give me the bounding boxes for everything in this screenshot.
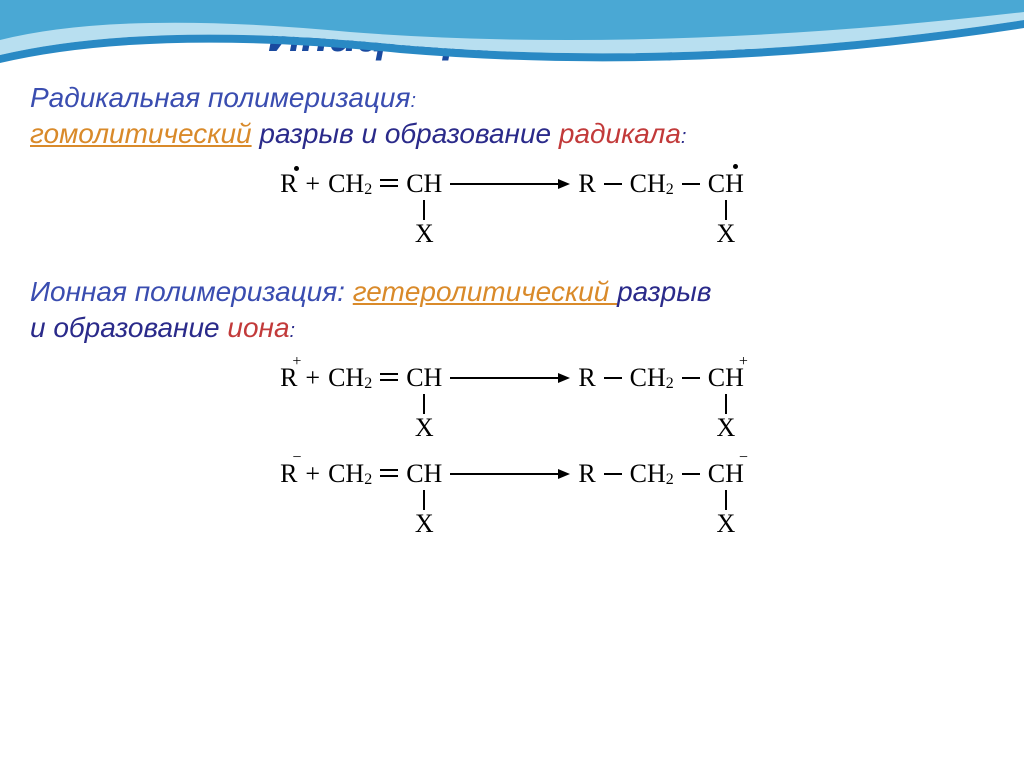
ionic-equations: R+ + CH2 CH X R CH2 (30, 364, 994, 536)
section2-tail: разрыв (617, 276, 711, 307)
section2-line2: и образование иона: (30, 312, 994, 344)
reaction-arrow-icon (450, 467, 570, 481)
word-ion: иона (227, 312, 289, 343)
section1-mid: разрыв и образование (252, 118, 559, 149)
section1-description: гомолитический разрыв и образование ради… (30, 118, 994, 150)
anion-eq-row: R− + CH2 CH X R CH2 (280, 460, 744, 536)
section1-heading: Радикальная полимеризация: (30, 82, 994, 114)
cation-eq-row: R+ + CH2 CH X R CH2 (280, 364, 744, 440)
word-homolytic: гомолитический (30, 118, 252, 149)
section1-heading-text: Радикальная полимеризация (30, 82, 410, 113)
section2-heading-text: Ионная полимеризация: (30, 276, 353, 307)
radical-equation: R + CH2 CH X R (30, 170, 994, 246)
slide-title: Инициирование цепи (0, 0, 1024, 62)
word-radical: радикала (559, 118, 681, 149)
reaction-arrow-icon (450, 177, 570, 191)
radical-eq-row: R + CH2 CH X R (280, 170, 744, 246)
section2-line1: Ионная полимеризация: гетеролитический р… (30, 276, 994, 308)
reaction-arrow-icon (450, 371, 570, 385)
word-heterolytic: гетеролитический (353, 276, 617, 307)
section2-line2-text: и образование (30, 312, 227, 343)
